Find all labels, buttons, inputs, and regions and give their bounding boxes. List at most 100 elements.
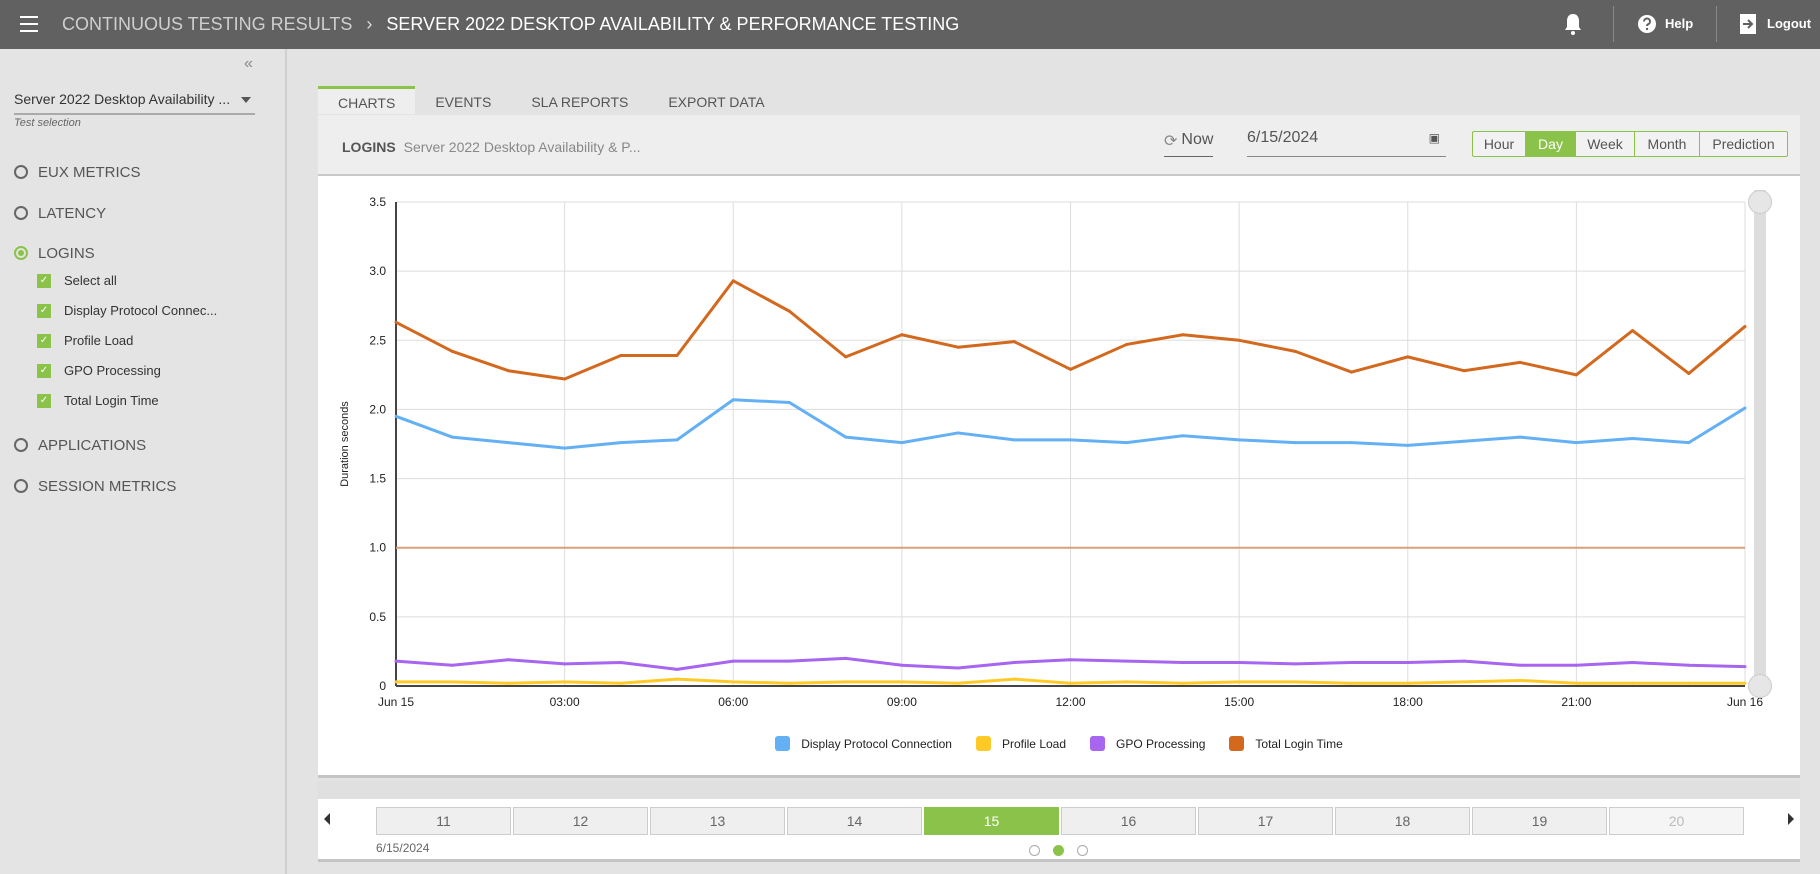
radio-latency[interactable] bbox=[14, 206, 28, 220]
data-point[interactable] bbox=[619, 441, 623, 445]
data-point[interactable] bbox=[619, 353, 623, 357]
group-label[interactable]: EUX METRICS bbox=[38, 164, 141, 181]
data-point[interactable] bbox=[900, 333, 904, 337]
data-point[interactable] bbox=[1631, 436, 1635, 440]
data-point[interactable] bbox=[1743, 324, 1747, 328]
data-point[interactable] bbox=[1125, 659, 1129, 663]
data-point[interactable] bbox=[844, 680, 848, 684]
data-point[interactable] bbox=[675, 667, 679, 671]
logout-link[interactable]: Logout bbox=[1767, 16, 1812, 31]
legend-display-protocol[interactable]: Display Protocol Connection bbox=[775, 736, 952, 751]
group-label[interactable]: SESSION METRICS bbox=[38, 478, 177, 495]
page-dot[interactable] bbox=[1077, 845, 1088, 856]
hamburger-icon[interactable] bbox=[20, 16, 38, 32]
data-point[interactable] bbox=[1181, 681, 1185, 685]
date-input[interactable]: 6/15/2024 ▣ bbox=[1247, 129, 1446, 157]
data-point[interactable] bbox=[450, 663, 454, 667]
zoom-handle-bottom[interactable] bbox=[1748, 674, 1772, 698]
day-button-14[interactable]: 14 bbox=[787, 807, 922, 835]
data-point[interactable] bbox=[787, 401, 791, 405]
data-point[interactable] bbox=[844, 656, 848, 660]
data-point[interactable] bbox=[563, 377, 567, 381]
data-point[interactable] bbox=[1350, 370, 1354, 374]
data-point[interactable] bbox=[1574, 681, 1578, 685]
data-point[interactable] bbox=[1237, 438, 1241, 442]
data-point[interactable] bbox=[1181, 333, 1185, 337]
data-point[interactable] bbox=[1406, 355, 1410, 359]
data-point[interactable] bbox=[394, 659, 398, 663]
data-point[interactable] bbox=[450, 435, 454, 439]
data-point[interactable] bbox=[731, 659, 735, 663]
next-arrow-icon[interactable] bbox=[1788, 813, 1794, 825]
data-point[interactable] bbox=[1687, 681, 1691, 685]
data-point[interactable] bbox=[731, 680, 735, 684]
data-point[interactable] bbox=[450, 349, 454, 353]
zoom-handle-top[interactable] bbox=[1748, 190, 1772, 214]
day-button-18[interactable]: 18 bbox=[1335, 807, 1470, 835]
data-point[interactable] bbox=[1069, 681, 1072, 685]
data-point[interactable] bbox=[619, 681, 623, 685]
day-button-16[interactable]: 16 bbox=[1061, 807, 1196, 835]
data-point[interactable] bbox=[1350, 681, 1354, 685]
legend-gpo-processing[interactable]: GPO Processing bbox=[1090, 736, 1205, 751]
data-point[interactable] bbox=[1687, 663, 1691, 667]
data-point[interactable] bbox=[1181, 660, 1185, 664]
data-point[interactable] bbox=[1687, 371, 1691, 375]
calendar-icon[interactable]: ▣ bbox=[1428, 131, 1440, 145]
data-point[interactable] bbox=[1350, 660, 1354, 664]
checkbox-gpo-processing[interactable]: ✓ bbox=[37, 364, 51, 378]
data-point[interactable] bbox=[1462, 659, 1466, 663]
data-point[interactable] bbox=[1518, 678, 1522, 682]
data-point[interactable] bbox=[1462, 680, 1466, 684]
collapse-sidebar-icon[interactable]: « bbox=[244, 55, 253, 72]
range-day[interactable]: Day bbox=[1526, 132, 1576, 156]
data-point[interactable] bbox=[506, 658, 510, 662]
tab-export-data[interactable]: EXPORT DATA bbox=[668, 94, 765, 110]
breadcrumb-root[interactable]: CONTINUOUS TESTING RESULTS bbox=[62, 14, 353, 34]
page-dot-active[interactable] bbox=[1053, 845, 1064, 856]
data-point[interactable] bbox=[1631, 681, 1635, 685]
data-point[interactable] bbox=[1462, 369, 1466, 373]
data-point[interactable] bbox=[1293, 441, 1297, 445]
legend-profile-load[interactable]: Profile Load bbox=[975, 736, 1066, 751]
tab-events[interactable]: EVENTS bbox=[435, 94, 492, 110]
data-point[interactable] bbox=[1293, 680, 1297, 684]
data-point[interactable] bbox=[1743, 665, 1747, 669]
logout-icon[interactable] bbox=[1740, 14, 1758, 34]
data-point[interactable] bbox=[394, 414, 398, 418]
range-month[interactable]: Month bbox=[1635, 132, 1700, 156]
data-point[interactable] bbox=[1518, 435, 1522, 439]
data-point[interactable] bbox=[1406, 443, 1410, 447]
group-label[interactable]: LOGINS bbox=[38, 245, 95, 262]
data-point[interactable] bbox=[1069, 438, 1072, 442]
data-point[interactable] bbox=[1012, 677, 1016, 681]
data-point[interactable] bbox=[1574, 441, 1578, 445]
data-point[interactable] bbox=[1574, 663, 1578, 667]
day-button-15[interactable]: 15 bbox=[924, 807, 1059, 835]
data-point[interactable] bbox=[619, 660, 623, 664]
data-point[interactable] bbox=[394, 320, 398, 324]
data-point[interactable] bbox=[1012, 438, 1016, 442]
data-point[interactable] bbox=[787, 659, 791, 663]
data-point[interactable] bbox=[1012, 660, 1016, 664]
tab-charts[interactable]: CHARTS bbox=[318, 86, 416, 114]
data-point[interactable] bbox=[675, 438, 679, 442]
data-point[interactable] bbox=[1631, 329, 1635, 333]
data-point[interactable] bbox=[1125, 441, 1129, 445]
data-point[interactable] bbox=[787, 309, 791, 313]
group-label[interactable]: LATENCY bbox=[38, 205, 107, 222]
range-hour[interactable]: Hour bbox=[1473, 132, 1526, 156]
data-point[interactable] bbox=[956, 666, 960, 670]
data-point[interactable] bbox=[1631, 660, 1635, 664]
data-point[interactable] bbox=[1743, 681, 1747, 685]
data-point[interactable] bbox=[1069, 658, 1072, 662]
checkbox-select-all[interactable]: ✓ bbox=[37, 274, 51, 288]
data-point[interactable] bbox=[1069, 367, 1072, 371]
data-point[interactable] bbox=[1518, 360, 1522, 364]
data-point[interactable] bbox=[563, 662, 567, 666]
bell-icon[interactable] bbox=[1563, 12, 1583, 36]
day-button-19[interactable]: 19 bbox=[1472, 807, 1607, 835]
data-point[interactable] bbox=[1462, 439, 1466, 443]
radio-eux-metrics[interactable] bbox=[14, 165, 28, 179]
data-point[interactable] bbox=[1125, 342, 1129, 346]
